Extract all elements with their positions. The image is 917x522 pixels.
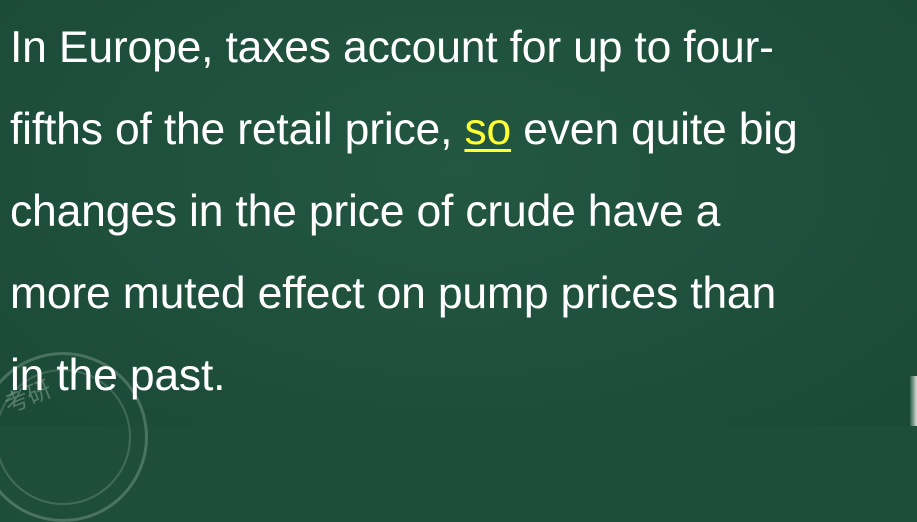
passage-line-2: fifths of the retail price, so even quit… <box>10 89 915 171</box>
passage-line-5: in the past. <box>10 351 226 400</box>
right-edge-bar <box>910 376 917 426</box>
passage-line-4: more muted effect on pump prices than <box>10 269 777 318</box>
passage-line-1: In Europe, taxes account for up to four- <box>10 23 774 72</box>
highlighted-word: so <box>464 105 512 154</box>
passage-text: In Europe, taxes account for up to four-… <box>10 7 915 417</box>
passage-line-2-end: even quite big <box>511 105 798 154</box>
passage-line-3: changes in the price of crude have a <box>10 187 721 236</box>
passage-line-2-start: fifths of the retail price, <box>10 105 465 154</box>
